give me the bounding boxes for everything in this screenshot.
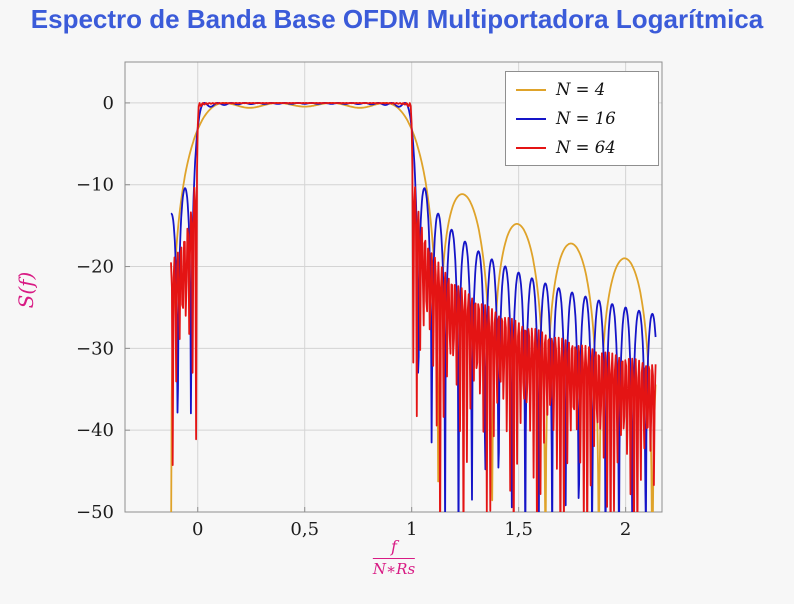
legend-line-n4 [516, 88, 546, 91]
x-tick-label: 0 [192, 519, 203, 540]
x-tick-label: 2 [620, 519, 631, 540]
legend: N = 4 N = 16 N = 64 [505, 71, 659, 166]
plot-frame [124, 61, 663, 513]
legend-line-n16 [516, 117, 546, 120]
series-line-N-16 [170, 102, 657, 512]
x-tick-label: 1 [406, 519, 417, 540]
x-tick-label: 0,5 [290, 519, 319, 540]
legend-item-n4: N = 4 [516, 80, 648, 99]
y-tick-label: −50 [76, 502, 114, 523]
y-tick-label: −20 [76, 257, 114, 278]
legend-label-n64: N = 64 [556, 138, 616, 157]
x-label-numerator: f [391, 537, 397, 556]
fraction-bar [372, 557, 416, 559]
series-group [170, 102, 657, 512]
x-axis-label: f N∗Rs [372, 537, 416, 578]
series-line-N-64 [170, 102, 657, 512]
legend-label-n4: N = 4 [556, 80, 606, 99]
x-label-denominator: N∗Rs [372, 559, 416, 578]
y-tick-label: −30 [76, 338, 114, 359]
legend-item-n64: N = 64 [516, 138, 648, 157]
y-tick-label: −10 [76, 175, 114, 196]
chart-title: Espectro de Banda Base OFDM Multiportado… [30, 4, 764, 34]
series-line-N-4 [170, 102, 657, 512]
y-tick-label: −40 [76, 420, 114, 441]
x-tick-label: 1,5 [504, 519, 533, 540]
legend-item-n16: N = 16 [516, 109, 648, 128]
y-tick-label: 0 [103, 93, 114, 114]
y-axis-label: S(f) [14, 271, 38, 309]
legend-line-n64 [516, 146, 546, 149]
legend-label-n16: N = 16 [556, 109, 616, 128]
